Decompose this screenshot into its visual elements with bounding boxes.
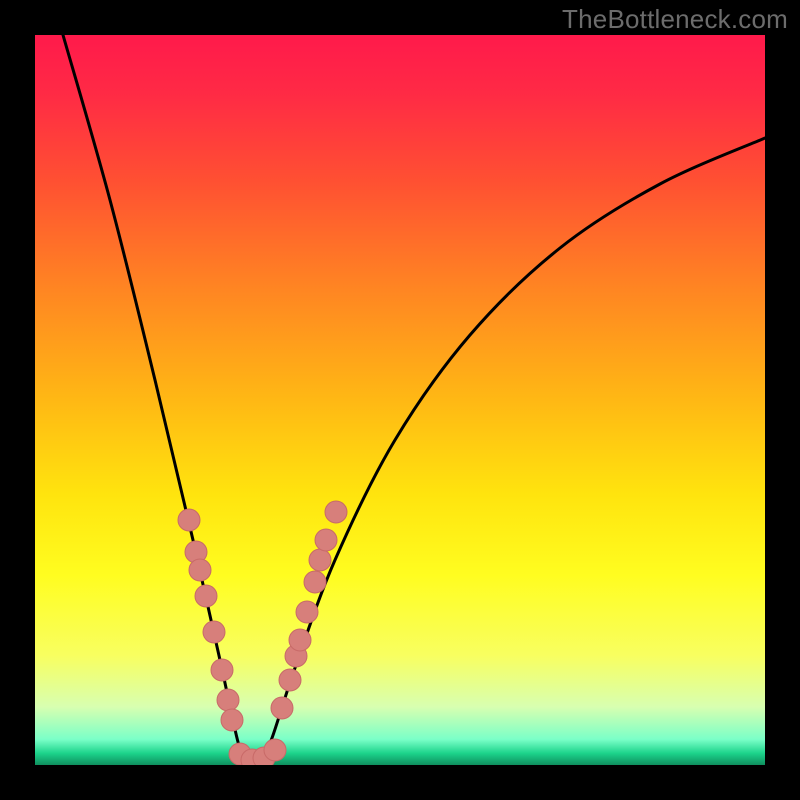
chart-svg — [0, 0, 800, 800]
curve-marker — [264, 739, 286, 761]
curve-marker — [315, 529, 337, 551]
watermark-text: TheBottleneck.com — [562, 4, 788, 35]
curve-marker — [221, 709, 243, 731]
curve-marker — [325, 501, 347, 523]
curve-marker — [271, 697, 293, 719]
curve-marker — [189, 559, 211, 581]
curve-marker — [203, 621, 225, 643]
curve-marker — [309, 549, 331, 571]
curve-marker — [178, 509, 200, 531]
chart-stage: TheBottleneck.com — [0, 0, 800, 800]
curve-marker — [279, 669, 301, 691]
curve-marker — [195, 585, 217, 607]
curve-marker — [217, 689, 239, 711]
curve-marker — [211, 659, 233, 681]
curve-marker — [289, 629, 311, 651]
plot-background — [35, 35, 765, 765]
curve-marker — [304, 571, 326, 593]
curve-marker — [296, 601, 318, 623]
